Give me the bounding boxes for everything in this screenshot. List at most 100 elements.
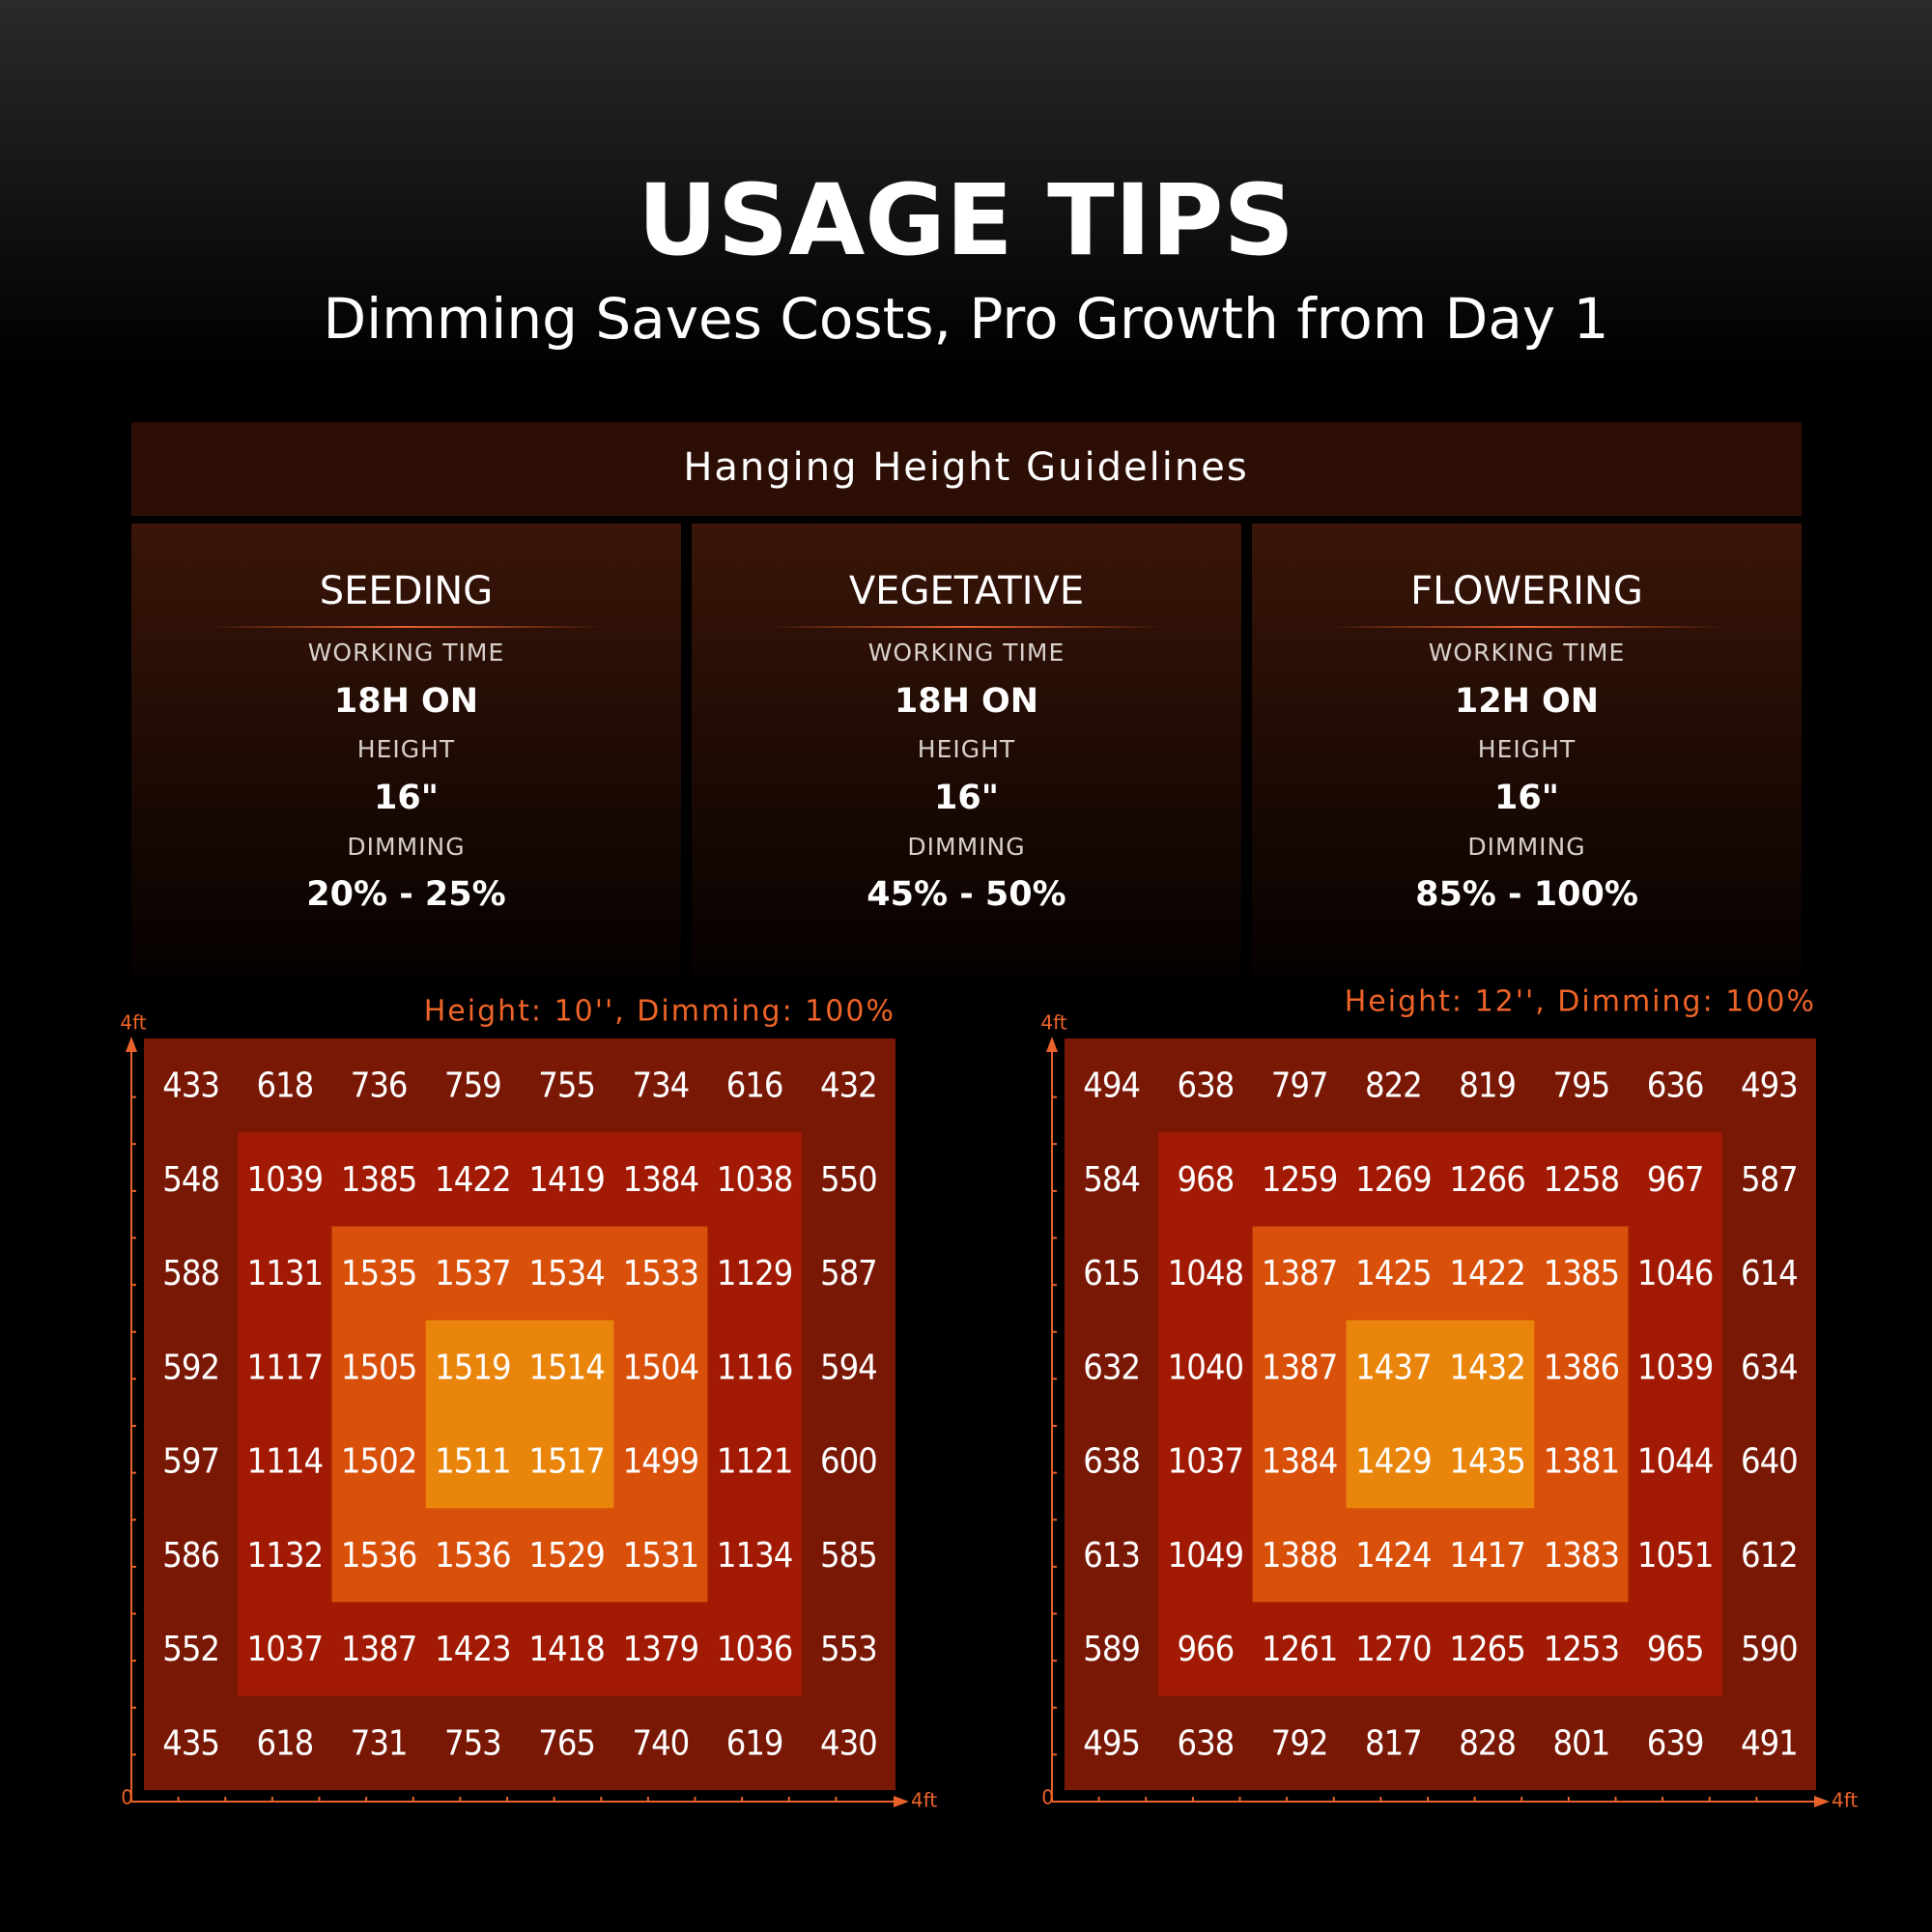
subtitle: Dimming Saves Costs, Pro Growth from Day… xyxy=(323,286,1608,352)
ppfd-value: 795 xyxy=(1552,1066,1609,1106)
ppfd-value: 1261 xyxy=(1262,1630,1337,1669)
ppfd-value: 1048 xyxy=(1168,1254,1243,1293)
ppfd-value: 1381 xyxy=(1544,1442,1619,1482)
ppfd-value: 1046 xyxy=(1637,1254,1713,1293)
ppfd-value: 430 xyxy=(820,1723,877,1763)
ppfd-value: 1504 xyxy=(623,1348,698,1387)
x-arrow xyxy=(894,1796,909,1807)
stage-divider xyxy=(768,626,1165,628)
guidelines-bar xyxy=(131,422,1802,516)
ppfd-value: 1387 xyxy=(1262,1254,1337,1293)
stage-card xyxy=(1252,524,1802,976)
ppfd-value: 1265 xyxy=(1449,1630,1524,1669)
ppfd-value: 1422 xyxy=(1449,1254,1524,1293)
ppfd-value: 1253 xyxy=(1544,1630,1619,1669)
ppfd-value: 1537 xyxy=(435,1254,510,1293)
ppfd-value: 585 xyxy=(820,1536,877,1576)
ppfd-value: 1269 xyxy=(1355,1160,1431,1200)
dimming-label: DIMMING xyxy=(347,833,465,861)
ppfd-value: 1385 xyxy=(1544,1254,1619,1293)
ppfd-value: 797 xyxy=(1271,1066,1328,1106)
ppfd-value: 1423 xyxy=(435,1630,510,1669)
y-axis-label: 4ft xyxy=(120,1011,146,1035)
ppfd-value: 1425 xyxy=(1355,1254,1431,1293)
ppfd-value: 1132 xyxy=(247,1536,323,1576)
ppfd-value: 1131 xyxy=(247,1254,323,1293)
ppfd-value: 597 xyxy=(162,1442,219,1482)
ppfd-value: 553 xyxy=(820,1630,877,1669)
ppfd-value: 828 xyxy=(1459,1723,1516,1763)
ppfd-value: 966 xyxy=(1177,1630,1234,1669)
ppfd-value: 639 xyxy=(1647,1723,1704,1763)
ppfd-value: 819 xyxy=(1459,1066,1516,1106)
ppfd-value: 1437 xyxy=(1355,1348,1431,1387)
ppfd-value: 1511 xyxy=(435,1442,510,1482)
dimming-value: 45% - 50% xyxy=(867,875,1065,914)
ppfd-value: 1384 xyxy=(623,1160,698,1200)
ppfd-value: 1044 xyxy=(1637,1442,1713,1482)
ppfd-value: 589 xyxy=(1083,1630,1140,1669)
ppfd-value: 765 xyxy=(538,1723,595,1763)
ppfd-value: 1379 xyxy=(623,1630,698,1669)
ppfd-value: 1037 xyxy=(247,1630,323,1669)
ppfd-value: 965 xyxy=(1647,1630,1704,1669)
ppfd-value: 550 xyxy=(820,1160,877,1200)
height-value: 16" xyxy=(374,779,439,817)
ppfd-value: 495 xyxy=(1083,1723,1140,1763)
ppfd-value: 590 xyxy=(1741,1630,1798,1669)
ppfd-value: 817 xyxy=(1365,1723,1422,1763)
time-value: 12H ON xyxy=(1455,682,1599,721)
ppfd-value: 552 xyxy=(162,1630,219,1669)
ppfd-value: 614 xyxy=(1741,1254,1798,1293)
ppfd-value: 638 xyxy=(1083,1442,1140,1482)
origin-label: 0 xyxy=(121,1786,133,1809)
stage-name: FLOWERING xyxy=(1410,569,1643,613)
ppfd-value: 1134 xyxy=(717,1536,792,1576)
ppfd-value: 1424 xyxy=(1355,1536,1431,1576)
ppfd-value: 1038 xyxy=(717,1160,792,1200)
ppfd-value: 1435 xyxy=(1449,1442,1524,1482)
ppfd-value: 1270 xyxy=(1355,1630,1431,1669)
light-maps: Height: 10'', Dimming: 100% 433 618 736 759 7… xyxy=(120,985,1858,1812)
ppfd-value: 1517 xyxy=(528,1442,604,1482)
ppfd-value: 801 xyxy=(1552,1723,1609,1763)
ppfd-value: 1417 xyxy=(1449,1536,1524,1576)
ppfd-value: 740 xyxy=(632,1723,689,1763)
height-label: HEIGHT xyxy=(357,735,455,763)
height-value: 16" xyxy=(1494,779,1559,817)
ppfd-value: 493 xyxy=(1741,1066,1798,1106)
ppfd-value: 759 xyxy=(444,1066,501,1106)
dimming-label: DIMMING xyxy=(907,833,1025,861)
height-label: HEIGHT xyxy=(918,735,1015,763)
ppfd-value: 1536 xyxy=(435,1536,510,1576)
ppfd-value: 1039 xyxy=(247,1160,323,1200)
ppfd-value: 755 xyxy=(538,1066,595,1106)
x-axis-label: 4ft xyxy=(911,1789,937,1812)
y-arrow xyxy=(126,1037,137,1052)
ppfd-value: 1116 xyxy=(717,1348,792,1387)
ppfd-value: 1037 xyxy=(1168,1442,1243,1482)
stage-card xyxy=(131,524,681,976)
light-map: Height: 10'', Dimming: 100% 433 618 736 759 7… xyxy=(120,995,937,1812)
ppfd-value: 1534 xyxy=(528,1254,604,1293)
ppfd-value: 588 xyxy=(162,1254,219,1293)
ring xyxy=(425,1320,614,1509)
time-label: WORKING TIME xyxy=(308,639,505,667)
stage-name: SEEDING xyxy=(320,569,493,613)
ppfd-value: 1266 xyxy=(1449,1160,1524,1200)
ppfd-value: 615 xyxy=(1083,1254,1140,1293)
ppfd-value: 1040 xyxy=(1168,1348,1243,1387)
y-axis-label: 4ft xyxy=(1040,1011,1066,1035)
ppfd-value: 822 xyxy=(1365,1066,1422,1106)
ppfd-value: 632 xyxy=(1083,1348,1140,1387)
ppfd-value: 432 xyxy=(820,1066,877,1106)
ppfd-value: 548 xyxy=(162,1160,219,1200)
ppfd-value: 1429 xyxy=(1355,1442,1431,1482)
ppfd-value: 1505 xyxy=(341,1348,416,1387)
ppfd-value: 967 xyxy=(1647,1160,1704,1200)
stage-divider xyxy=(1328,626,1725,628)
guidelines-title: Hanging Height Guidelines xyxy=(683,445,1248,490)
height-value: 16" xyxy=(934,779,999,817)
ppfd-value: 584 xyxy=(1083,1160,1140,1200)
